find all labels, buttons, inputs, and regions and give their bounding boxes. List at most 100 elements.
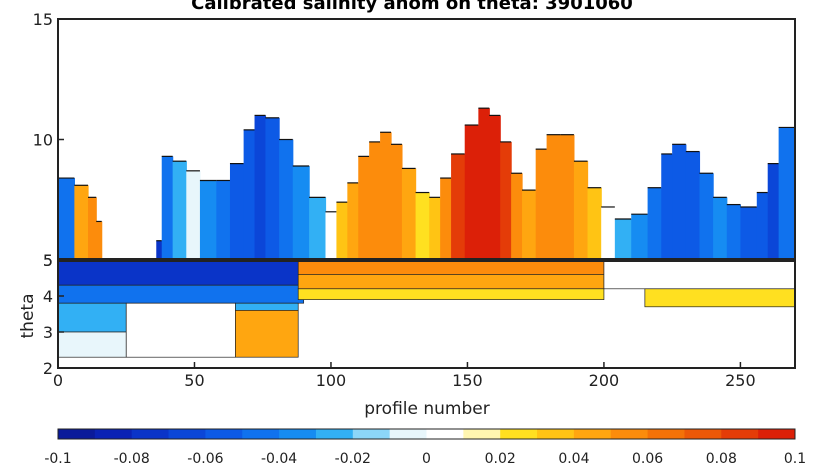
colorbar-swatch bbox=[352, 429, 391, 439]
upper-data-column bbox=[661, 153, 673, 260]
upper-data-column bbox=[511, 173, 523, 260]
upper-data-column bbox=[229, 163, 245, 260]
upper-data-column bbox=[713, 197, 728, 260]
upper-data-column bbox=[451, 153, 466, 260]
upper-data-column bbox=[186, 170, 201, 260]
upper-data-column bbox=[199, 180, 217, 260]
colorbar-swatch bbox=[94, 429, 133, 439]
upper-panel-data bbox=[58, 107, 795, 260]
upper-data-column bbox=[464, 125, 479, 260]
upper-data-column bbox=[672, 144, 687, 260]
upper-data-column bbox=[726, 204, 742, 260]
x-tick-label: 150 bbox=[452, 371, 483, 390]
upper-data-column bbox=[546, 134, 561, 260]
upper-data-column bbox=[699, 173, 714, 260]
lower-data-block bbox=[58, 260, 305, 286]
upper-data-column bbox=[254, 115, 267, 260]
colorbar-tick-label: -0.04 bbox=[261, 451, 297, 467]
colorbar-swatch bbox=[500, 429, 538, 439]
colorbar-swatch bbox=[131, 429, 170, 439]
lower-data-block bbox=[58, 284, 305, 304]
upper-data-column bbox=[587, 187, 602, 260]
upper-data-column bbox=[369, 141, 381, 260]
x-axis-label: profile number bbox=[364, 399, 489, 419]
upper-data-column bbox=[88, 197, 97, 260]
colorbar-swatch bbox=[205, 429, 243, 439]
upper-y-tick-label: 5 bbox=[43, 251, 53, 270]
colorbar-swatch bbox=[758, 429, 796, 439]
lower-y-tick-label: 4 bbox=[43, 287, 53, 306]
colorbar-tick-label: -0.08 bbox=[114, 451, 150, 467]
lower-data-block bbox=[297, 288, 605, 300]
colorbar-tick-label: -0.1 bbox=[44, 451, 71, 467]
colorbar-swatch bbox=[573, 429, 612, 439]
upper-data-column bbox=[161, 156, 174, 260]
colorbar-tick-label: 0.06 bbox=[632, 451, 663, 467]
upper-data-column bbox=[601, 206, 616, 260]
colorbar-tick-label: -0.02 bbox=[335, 451, 371, 467]
lower-data-block bbox=[235, 302, 299, 311]
colorbar-frame bbox=[57, 428, 796, 440]
x-tick-label: 250 bbox=[725, 371, 756, 390]
colorbar-swatch bbox=[279, 429, 317, 439]
upper-data-column bbox=[756, 192, 769, 260]
upper-data-column bbox=[156, 240, 163, 260]
lower-y-tick-label: 5 bbox=[43, 251, 53, 270]
lower-data-block bbox=[297, 260, 605, 275]
colorbar: -0.1 -0.08 -0.06 -0.04 -0.02 0 0.02 0.04 0.06 0.0… bbox=[44, 428, 806, 467]
upper-data-column bbox=[614, 219, 632, 260]
upper-data-column bbox=[429, 197, 441, 260]
upper-data-column bbox=[265, 117, 280, 260]
upper-data-column bbox=[647, 187, 662, 260]
colorbar-tick-label: 0.04 bbox=[558, 451, 589, 467]
x-tick-label: 100 bbox=[316, 371, 347, 390]
upper-data-column bbox=[74, 185, 89, 260]
lower-panel-data bbox=[58, 260, 795, 358]
upper-data-column bbox=[96, 221, 103, 260]
upper-data-column bbox=[522, 190, 537, 260]
lower-data-block bbox=[235, 310, 299, 358]
x-tick-label: 200 bbox=[589, 371, 620, 390]
upper-data-column bbox=[740, 206, 758, 260]
upper-data-column bbox=[380, 132, 392, 260]
upper-data-column bbox=[440, 178, 452, 260]
colorbar-swatch bbox=[168, 429, 206, 439]
colorbar-swatch bbox=[721, 429, 759, 439]
upper-data-column bbox=[401, 168, 417, 260]
upper-data-column bbox=[415, 192, 430, 260]
upper-data-column bbox=[767, 163, 780, 260]
colorbar-swatch bbox=[537, 429, 575, 439]
colorbar-swatch bbox=[58, 429, 96, 439]
lower-data-block bbox=[297, 274, 605, 290]
upper-data-column bbox=[309, 197, 327, 260]
chart-title: Calibrated salinity anom on theta: 39010… bbox=[191, 0, 633, 14]
upper-data-column bbox=[500, 141, 512, 260]
upper-data-column bbox=[172, 161, 187, 260]
lower-data-block bbox=[125, 302, 236, 358]
colorbar-tick-label: 0.02 bbox=[485, 451, 516, 467]
upper-data-column bbox=[685, 151, 701, 260]
upper-y-tick-label: 10 bbox=[33, 131, 53, 150]
y-axis-label: theta bbox=[18, 294, 38, 339]
lower-data-block bbox=[603, 260, 795, 290]
upper-data-column bbox=[535, 149, 548, 260]
lower-data-block bbox=[58, 302, 127, 333]
lower-data-block bbox=[58, 331, 127, 358]
colorbar-swatch bbox=[647, 429, 685, 439]
upper-data-column bbox=[279, 139, 294, 260]
upper-data-column bbox=[216, 180, 231, 260]
colorbar-swatch bbox=[463, 429, 501, 439]
lower-y-tick-label: 3 bbox=[43, 323, 53, 342]
colorbar-tick-label: -0.06 bbox=[187, 451, 223, 467]
upper-data-column bbox=[631, 214, 649, 260]
upper-data-column bbox=[560, 134, 575, 260]
upper-data-column bbox=[778, 127, 795, 260]
upper-data-column bbox=[58, 178, 75, 260]
lower-y-tick-label: 2 bbox=[43, 359, 53, 378]
colorbar-tick-label: 0 bbox=[422, 451, 431, 467]
x-tick-label: 50 bbox=[184, 371, 204, 390]
upper-data-column bbox=[325, 211, 338, 260]
colorbar-swatch bbox=[242, 429, 280, 439]
